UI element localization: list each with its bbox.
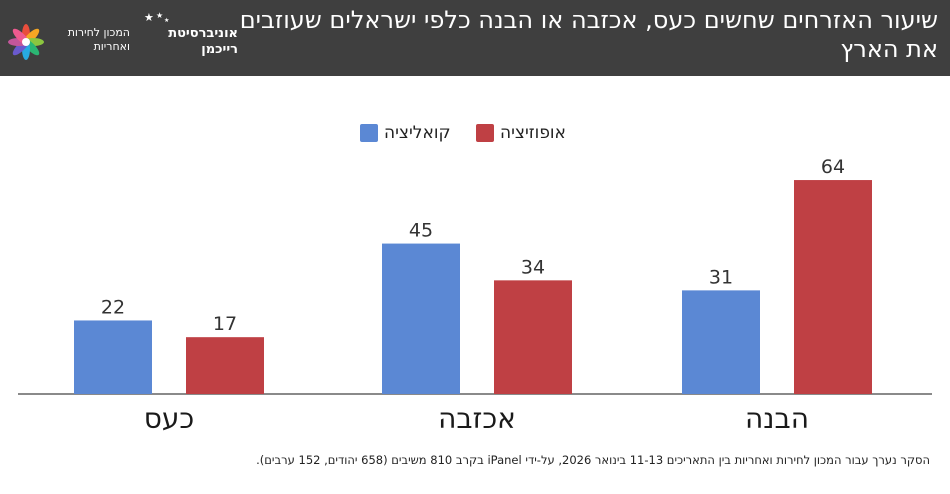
bar-opposition xyxy=(494,280,572,394)
data-label: 31 xyxy=(709,266,733,288)
data-label: 22 xyxy=(101,296,125,318)
legend-item-opposition: אופוזיציה xyxy=(476,122,590,144)
university-name: אוניברסיטת רייכמן xyxy=(168,26,238,57)
stars-icon: ★ ★ ★ xyxy=(144,11,169,24)
header-bar: שיעור האזרחים שחשים כעס, אכזבה או הבנה כ… xyxy=(0,0,950,76)
data-label: 45 xyxy=(409,220,433,242)
bar-opposition xyxy=(794,180,872,394)
data-label: 64 xyxy=(821,156,845,178)
category-label: הבנה xyxy=(745,402,809,435)
bar-coalition xyxy=(382,243,460,394)
page-title: שיעור האזרחים שחשים כעס, אכזבה או הבנה כ… xyxy=(239,6,938,63)
bar-coalition xyxy=(682,290,760,394)
survey-footnote: הסקר נערך עבור המכון לחירות ואחריות בין … xyxy=(256,453,930,467)
svg-text:★: ★ xyxy=(156,11,163,20)
legend-label-coalition: קואליציה xyxy=(384,123,451,143)
university-logo: המכון לחירות ואחריות ★ ★ ★ אוניברסיטת רי… xyxy=(8,10,248,70)
bar-chart: 31 64 הבנה 45 34 אכזבה 22 17 כעס xyxy=(18,156,932,435)
svg-text:★: ★ xyxy=(164,17,169,24)
data-label: 17 xyxy=(213,313,237,335)
svg-text:★: ★ xyxy=(144,11,154,24)
bar-coalition xyxy=(74,320,152,394)
data-label: 34 xyxy=(521,256,545,278)
legend-swatch-coalition xyxy=(360,124,378,142)
legend-label-opposition: אופוזיציה xyxy=(500,123,566,143)
category-label: אכזבה xyxy=(438,402,516,435)
legend-swatch-opposition xyxy=(476,124,494,142)
institute-name: המכון לחירות ואחריות xyxy=(67,26,130,53)
legend-item-coalition: קואליציה xyxy=(360,122,470,144)
flower-logo-icon xyxy=(8,24,44,60)
chart-legend: קואליציה אופוזיציה xyxy=(360,122,590,144)
bar-opposition xyxy=(186,337,264,394)
category-label: כעס xyxy=(144,402,195,435)
